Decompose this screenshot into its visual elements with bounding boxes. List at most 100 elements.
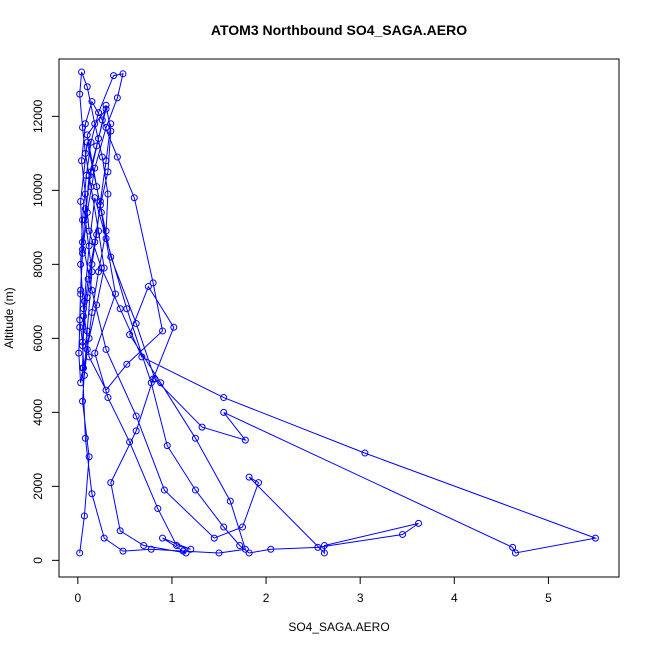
data-point [320, 542, 328, 550]
data-point [104, 168, 112, 176]
data-point [87, 183, 95, 191]
x-tick-label: 4 [451, 591, 458, 605]
data-point [85, 172, 93, 180]
data-point [255, 479, 263, 487]
y-axis-label: Altitude (m) [2, 287, 16, 348]
data-point [83, 209, 91, 217]
data-point [77, 286, 85, 294]
data-point [81, 434, 89, 442]
x-tick-label: 5 [545, 591, 552, 605]
y-tick-label: 8000 [31, 251, 45, 278]
data-point [88, 260, 96, 268]
data-point [98, 116, 106, 124]
data-point [107, 253, 115, 261]
data-point [75, 349, 83, 357]
data-point [79, 249, 87, 257]
data-point [81, 216, 89, 224]
data-point [241, 545, 249, 553]
data-point [91, 194, 99, 202]
data-point [88, 98, 96, 106]
data-point [215, 549, 223, 557]
data-point [173, 542, 181, 550]
data-point [96, 197, 104, 205]
data-point [80, 371, 88, 379]
data-point [314, 543, 322, 551]
data-point [88, 308, 96, 316]
data-point [91, 349, 99, 357]
data-point [239, 523, 247, 531]
data-point [220, 523, 228, 531]
data-point [191, 486, 199, 494]
data-point [102, 123, 110, 131]
data-point [102, 101, 110, 109]
data-point [241, 436, 249, 444]
data-point [113, 153, 121, 161]
data-point [140, 542, 148, 550]
data-point [76, 549, 84, 557]
data-point [85, 242, 93, 250]
data-point [511, 549, 519, 557]
data-point [82, 172, 90, 180]
y-tick-label: 12000 [31, 99, 45, 133]
data-point [104, 190, 112, 198]
data-point [147, 379, 155, 387]
data-point [91, 238, 99, 246]
data-point [79, 397, 87, 405]
data-point [154, 505, 162, 513]
data-point [107, 479, 115, 487]
data-point [85, 353, 93, 361]
x-axis-label: SO4_SAGA.AERO [288, 620, 389, 634]
data-point [147, 545, 155, 553]
data-point [83, 131, 91, 139]
data-point [236, 542, 244, 550]
data-point [149, 279, 157, 287]
data-point [79, 216, 87, 224]
data-point [245, 549, 253, 557]
data-point [102, 105, 110, 113]
data-point [83, 138, 91, 146]
y-tick-label: 0 [31, 557, 45, 564]
data-point [111, 290, 119, 298]
series-line [78, 71, 598, 555]
series-layer [75, 68, 599, 557]
data-point [102, 157, 110, 165]
data-point [88, 268, 96, 276]
data-point [149, 375, 157, 383]
data-point [119, 547, 127, 555]
x-tick-label: 3 [357, 591, 364, 605]
data-point [267, 545, 275, 553]
data-point [76, 323, 84, 331]
data-point [107, 120, 115, 128]
data-point [113, 94, 121, 102]
y-tick-label: 4000 [31, 399, 45, 426]
data-point [88, 286, 96, 294]
y-tick-label: 6000 [31, 325, 45, 352]
data-point [100, 264, 108, 272]
data-point [81, 149, 89, 157]
data-point [85, 334, 93, 342]
data-point [77, 290, 85, 298]
data-point [198, 423, 206, 431]
data-point [95, 227, 103, 235]
data-point [102, 386, 110, 394]
data-point [191, 434, 199, 442]
data-point [77, 260, 85, 268]
data-point [83, 294, 91, 302]
x-tick-label: 1 [169, 591, 176, 605]
data-point [91, 120, 99, 128]
data-point [138, 353, 146, 361]
data-point [79, 364, 87, 372]
data-point [104, 394, 112, 402]
data-point [88, 490, 96, 498]
data-point [79, 238, 87, 246]
data-point [123, 360, 131, 368]
data-point [170, 323, 178, 331]
data-point [126, 331, 134, 339]
data-point [76, 90, 84, 98]
data-point [102, 345, 110, 353]
data-point [83, 345, 91, 353]
chart-title: ATOM3 Northbound SO4_SAGA.AERO [211, 22, 467, 38]
data-point [95, 109, 103, 117]
data-point [320, 549, 328, 557]
